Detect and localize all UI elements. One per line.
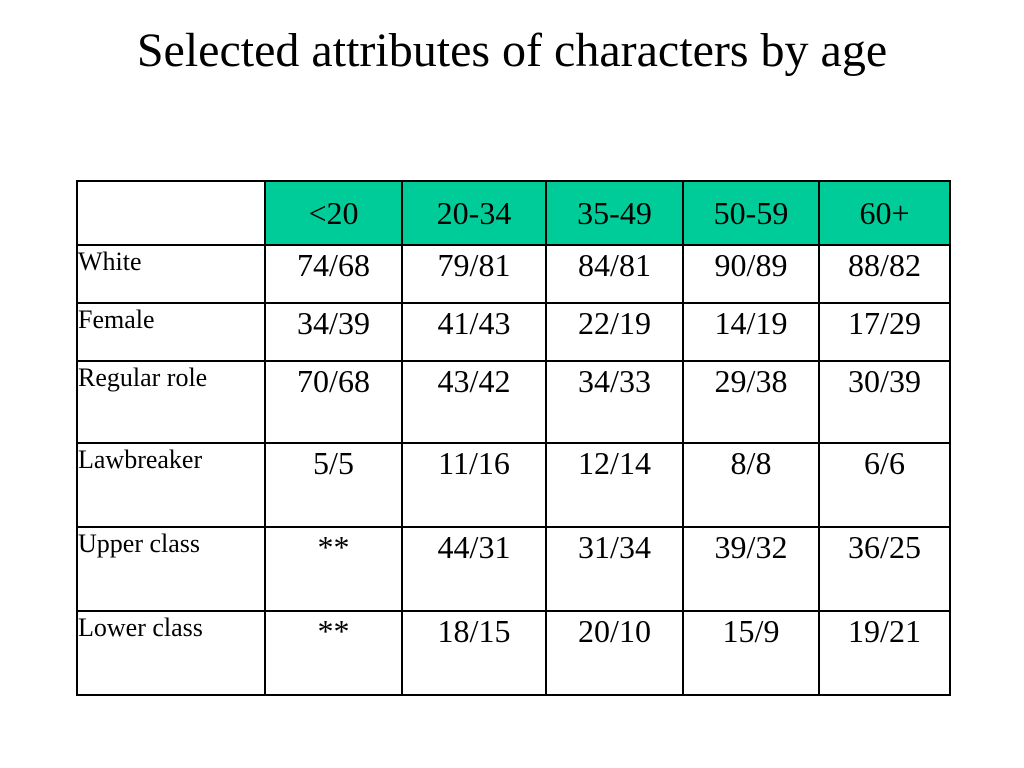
table-cell: 12/14 (545, 442, 684, 528)
table-cell: 29/38 (682, 360, 820, 444)
column-header-50-59: 50-59 (682, 180, 820, 246)
table-cell: 5/5 (264, 442, 403, 528)
table-cell: 84/81 (545, 244, 684, 304)
table-cell: 15/9 (682, 610, 820, 696)
table-header-row: <20 20-34 35-49 50-59 60+ (76, 180, 951, 246)
attributes-table: <20 20-34 35-49 50-59 60+ White 74/68 79… (76, 180, 951, 696)
row-label: White (76, 244, 266, 304)
table-cell: 17/29 (818, 302, 951, 362)
table-cell: 90/89 (682, 244, 820, 304)
table-cell: 36/25 (818, 526, 951, 612)
row-label: Lower class (76, 610, 266, 696)
table-row-white: White 74/68 79/81 84/81 90/89 88/82 (76, 244, 951, 304)
table-cell: 19/21 (818, 610, 951, 696)
row-label: Lawbreaker (76, 442, 266, 528)
table-cell: 34/33 (545, 360, 684, 444)
row-label: Upper class (76, 526, 266, 612)
table-cell: 41/43 (401, 302, 547, 362)
table-cell: ** (264, 610, 403, 696)
column-header-60-plus: 60+ (818, 180, 951, 246)
table-cell: 39/32 (682, 526, 820, 612)
row-label: Female (76, 302, 266, 362)
table-cell: 18/15 (401, 610, 547, 696)
table-cell: ** (264, 526, 403, 612)
table-cell: 31/34 (545, 526, 684, 612)
table-cell: 8/8 (682, 442, 820, 528)
table-row-upper-class: Upper class ** 44/31 31/34 39/32 36/25 (76, 526, 951, 612)
table-cell: 70/68 (264, 360, 403, 444)
table-cell: 88/82 (818, 244, 951, 304)
row-label: Regular role (76, 360, 266, 444)
table-cell: 74/68 (264, 244, 403, 304)
table-cell: 22/19 (545, 302, 684, 362)
table-cell: 30/39 (818, 360, 951, 444)
table-cell: 6/6 (818, 442, 951, 528)
table-cell: 79/81 (401, 244, 547, 304)
column-header-20-34: 20-34 (401, 180, 547, 246)
table-row-lawbreaker: Lawbreaker 5/5 11/16 12/14 8/8 6/6 (76, 442, 951, 528)
table-cell: 44/31 (401, 526, 547, 612)
table-cell: 14/19 (682, 302, 820, 362)
table-row-regular-role: Regular role 70/68 43/42 34/33 29/38 30/… (76, 360, 951, 444)
table-cell: 34/39 (264, 302, 403, 362)
table-cell: 20/10 (545, 610, 684, 696)
table-cell: 43/42 (401, 360, 547, 444)
table-cell: 11/16 (401, 442, 547, 528)
column-header-under-20: <20 (264, 180, 403, 246)
table-corner-cell (76, 180, 266, 246)
slide-title: Selected attributes of characters by age (136, 24, 888, 77)
column-header-35-49: 35-49 (545, 180, 684, 246)
table-row-female: Female 34/39 41/43 22/19 14/19 17/29 (76, 302, 951, 362)
table-row-lower-class: Lower class ** 18/15 20/10 15/9 19/21 (76, 610, 951, 696)
